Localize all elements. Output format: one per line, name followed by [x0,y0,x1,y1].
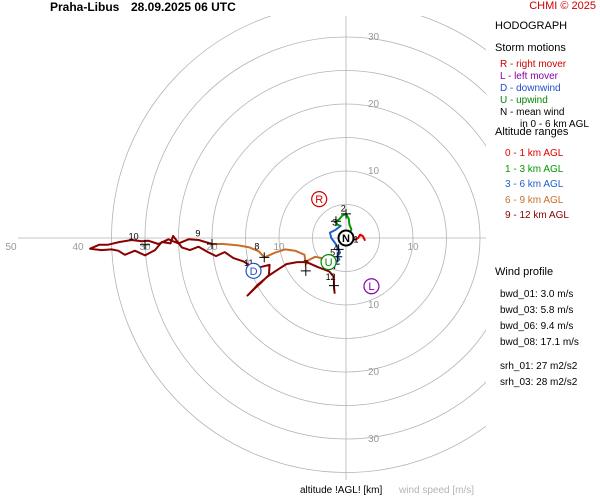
upwind-marker [320,254,337,271]
altitude-ranges-title: Altitude ranges [495,126,569,138]
altitude-range-9-12: 9 - 12 km AGL [505,210,569,221]
altitude-range-3-6: 3 - 6 km AGL [505,179,564,190]
storm-motion-mean-wind: N - mean wind [500,107,565,118]
mean-wind-marker [337,229,355,247]
trace-6-9km [211,243,336,266]
storm-motion-right: R - right mover [500,59,567,70]
altitude-ranges-list: 0 - 1 km AGL 1 - 3 km AGL 3 - 6 km AGL 6… [505,146,569,224]
storm-marker-letter: U [325,257,333,269]
height-label: 7 [303,258,308,268]
axis-tick-label: 10 [407,242,419,253]
height-label: 3 [332,218,337,228]
mean-wind-note: in 0 - 6 km AGL [520,119,589,130]
bulk-wind-difference-list: bwd_01: 3.0 m/s bwd_03: 5.8 m/s bwd_06: … [500,287,579,351]
altitude-axis-label: altitude !AGL! [km] [300,485,383,496]
bwd-06-value: bwd_06: 9.4 m/s [500,321,574,332]
height-tick [333,244,344,255]
height-label: 2 [341,204,346,214]
axis-tick-label: 30 [368,434,380,445]
credit-label: CHMI © 2025 [529,0,596,12]
height-label: 4 [333,243,338,253]
height-label: 1 [354,234,359,244]
storm-motion-left: L - left mover [500,71,558,82]
height-tick [341,208,351,219]
chart-title: HODOGRAPH [495,20,568,32]
height-tick [328,280,339,291]
height-tick [259,252,270,263]
storm-marker-letter: D [250,266,258,278]
height-tick [140,239,150,250]
storm-marker-letter: R [315,194,323,206]
altitude-range-1-3: 1 - 3 km AGL [505,163,564,175]
srh-01-value: srh_01: 27 m2/s2 [500,361,578,372]
storm-motion-downwind: D - downwind [500,83,561,94]
height-label: 8 [254,242,259,252]
altitude-range-6-9: 6 - 9 km AGL [505,194,564,206]
storm-motions-panel: Storm motions R - right mover L - left m… [495,42,589,131]
height-label: 11 [244,258,253,268]
left-mover-marker [363,278,380,295]
wind-profile-panel: Wind profile bwd_01: 3.0 m/s bwd_03: 5.8… [495,266,579,391]
height-label: 5 [330,248,335,258]
wind-profile-title: Wind profile [495,266,554,278]
bwd-01-value: bwd_01: 3.0 m/s [500,289,574,300]
height-tick [207,239,217,250]
bwd-03-value: bwd_03: 5.8 m/s [500,305,574,316]
storm-marker-letter: L [368,281,374,293]
height-label: 9 [195,228,200,238]
station-name: Praha-Libus [50,0,120,14]
axis-tick-label: 10 [273,242,285,253]
srh-03-value: srh_03: 28 m2/s2 [500,377,578,388]
storm-relative-helicity-list: srh_01: 27 m2/s2 srh_03: 28 m2/s2 [500,359,579,391]
trace-9-12km [89,235,336,297]
storm-marker-letter: N [342,233,350,245]
axis-tick-label: 10 [368,300,380,311]
sounding-datetime: 28.09.2025 06 UTC [131,0,236,14]
axis-tick-label: 50 [5,242,17,253]
height-label: 12 [326,272,336,282]
axis-tick-label: 40 [72,242,84,253]
storm-motions-title: Storm motions [495,42,566,54]
downwind-marker [245,262,262,279]
height-tick [300,265,311,276]
wind-speed-axis-label: wind speed [m/s] [399,485,475,496]
axis-tick-label: 10 [368,166,380,177]
storm-motion-upwind: U - upwind [500,95,548,106]
altitude-ranges-panel: Altitude ranges 0 - 1 km AGL 1 - 3 km AG… [495,126,569,224]
bwd-08-value: bwd_08: 17.1 m/s [500,337,579,348]
grid-group [18,16,486,480]
storm-motions-list: R - right mover L - left mover D - downw… [500,59,589,131]
axis-tick-label: 30 [368,32,380,43]
altitude-range-0-1: 0 - 1 km AGL [505,148,564,159]
axis-tick-label: 20 [368,367,380,378]
right-mover-marker [311,191,328,208]
height-label: 10 [129,232,139,242]
axis-tick-label: 20 [368,99,380,110]
height-tick [330,216,341,227]
